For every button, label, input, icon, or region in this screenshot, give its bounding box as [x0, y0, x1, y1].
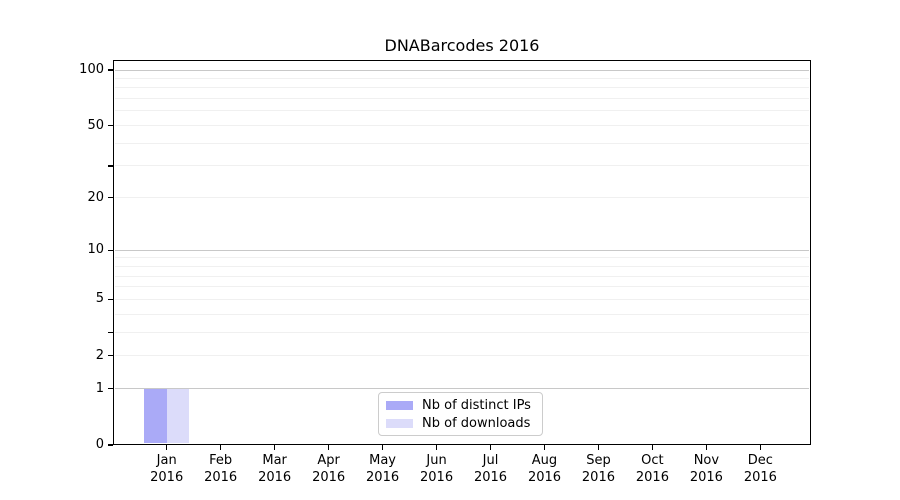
minor-gridline: [115, 355, 809, 357]
x-tick-label-month: May: [369, 453, 397, 468]
x-tick-label-year: 2016: [527, 469, 562, 485]
y-tick-label: 2: [95, 347, 104, 363]
x-tick-label-year: 2016: [312, 469, 346, 485]
minor-gridline: [115, 298, 809, 300]
y-minor-tick-mark: [108, 165, 113, 167]
x-tick-label-month: Sep: [586, 453, 611, 468]
x-tick-mark: [166, 445, 168, 450]
x-tick-label-month: Dec: [747, 453, 773, 468]
minor-gridline: [115, 197, 809, 199]
minor-gridline: [115, 331, 809, 333]
x-tick-label-month: Apr: [317, 453, 340, 468]
minor-gridline: [115, 275, 809, 277]
y-tick-mark: [108, 124, 113, 127]
y-tick-label: 5: [95, 291, 104, 307]
x-tick-label: Aug 2016: [514, 453, 574, 486]
x-tick-label-month: Nov: [693, 453, 720, 468]
y-tick-mark: [108, 249, 113, 251]
y-tick-label: 0: [95, 437, 104, 452]
x-tick-label-year: 2016: [581, 469, 615, 485]
x-tick-label-month: Mar: [262, 453, 287, 468]
x-tick-mark: [651, 445, 654, 450]
x-tick-mark: [435, 445, 438, 450]
x-tick-label: Jul 2016: [461, 453, 521, 486]
y-tick-mark: [108, 196, 113, 199]
x-tick-mark: [705, 445, 708, 450]
y-minor-tick-mark: [108, 331, 113, 333]
x-tick-label-month: Jan: [156, 453, 177, 468]
bar-nb-of-downloads: [166, 388, 190, 444]
x-tick-label-month: Oct: [641, 453, 664, 468]
minor-gridline: [115, 110, 809, 112]
legend-label: Nb of distinct IPs: [422, 397, 531, 413]
y-tick-label: 10: [87, 242, 104, 258]
x-tick-label: Sep 2016: [568, 453, 628, 486]
y-tick-mark: [108, 69, 113, 71]
major-gridline: [115, 249, 809, 251]
x-tick-label: Feb 2016: [191, 453, 251, 486]
x-tick-label-month: Jul: [482, 453, 499, 468]
minor-gridline: [115, 98, 809, 100]
minor-gridline: [115, 142, 809, 144]
x-tick-mark: [489, 445, 492, 450]
x-tick-mark: [381, 445, 384, 450]
x-tick-label: Jan 2016: [137, 453, 197, 486]
x-tick-label-year: 2016: [473, 469, 508, 485]
minor-gridline: [115, 257, 809, 259]
x-tick-label-month: Jun: [426, 453, 447, 468]
y-tick-label: 100: [79, 62, 104, 78]
legend-entry: Nb of distinct IPs: [386, 398, 535, 413]
minor-gridline: [115, 286, 809, 288]
y-tick-mark: [108, 355, 113, 357]
y-tick-mark: [108, 298, 113, 301]
x-tick-mark: [273, 445, 276, 450]
x-tick-label-year: 2016: [635, 469, 669, 485]
x-tick-mark: [597, 445, 600, 450]
x-tick-mark: [327, 445, 330, 450]
chart-title: DNABarcodes 2016: [384, 36, 540, 55]
x-tick-label: Mar 2016: [245, 453, 305, 486]
minor-gridline: [115, 87, 809, 89]
x-tick-label-year: 2016: [204, 469, 238, 485]
bar-nb-of-distinct-ips: [144, 388, 167, 444]
x-tick-mark: [759, 445, 762, 450]
x-tick-label-month: Feb: [209, 453, 233, 468]
major-gridline: [115, 69, 809, 71]
x-tick-label-month: Aug: [531, 453, 558, 468]
legend: Nb of distinct IPs Nb of downloads: [378, 392, 543, 436]
x-tick-mark: [220, 445, 222, 450]
major-gridline: [115, 388, 809, 390]
x-tick-label-year: 2016: [258, 469, 292, 485]
x-tick-label-year: 2016: [150, 469, 184, 485]
x-tick-label-year: 2016: [420, 469, 454, 485]
x-tick-label: May 2016: [353, 453, 413, 486]
legend-swatch: [386, 418, 413, 428]
y-tick-mark: [108, 444, 113, 446]
x-tick-label: Nov 2016: [676, 453, 736, 486]
legend-entry: Nb of downloads: [386, 416, 535, 431]
y-tick-label: 50: [87, 117, 104, 133]
x-tick-label: Dec 2016: [730, 453, 790, 486]
x-tick-label-year: 2016: [743, 469, 777, 485]
x-tick-label: Apr 2016: [299, 453, 359, 486]
plot-area: [113, 60, 811, 445]
minor-gridline: [115, 77, 809, 79]
x-tick-label-year: 2016: [366, 469, 400, 485]
minor-gridline: [115, 165, 809, 167]
y-tick-label: 1: [95, 380, 104, 396]
y-tick-mark: [108, 388, 113, 390]
legend-swatch: [386, 400, 413, 410]
legend-label: Nb of downloads: [422, 415, 531, 431]
minor-gridline: [115, 313, 809, 315]
x-tick-label: Oct 2016: [622, 453, 682, 486]
y-tick-label: 20: [87, 189, 104, 205]
minor-gridline: [115, 125, 809, 127]
x-tick-label: Jun 2016: [407, 453, 467, 486]
minor-gridline: [115, 265, 809, 267]
x-tick-mark: [543, 445, 546, 450]
x-tick-label-year: 2016: [689, 469, 723, 485]
